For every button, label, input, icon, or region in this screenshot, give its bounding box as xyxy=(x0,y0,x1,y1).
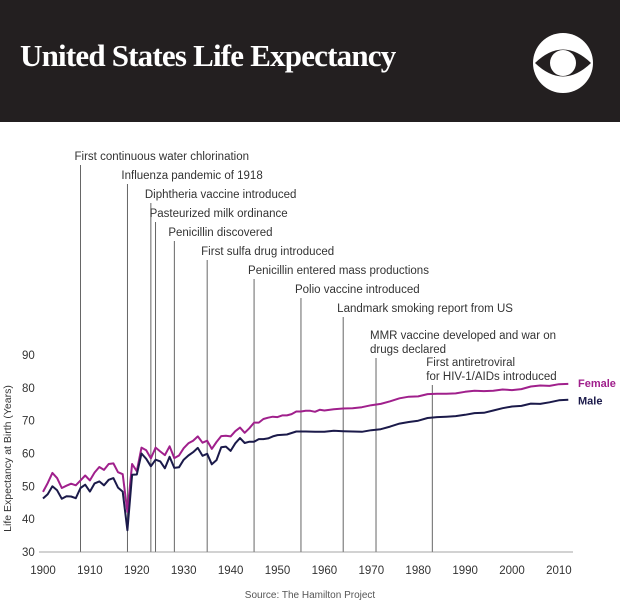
y-tick-label: 40 xyxy=(22,514,35,526)
x-tick-label: 1910 xyxy=(77,565,103,577)
x-tick-label: 1940 xyxy=(218,565,244,577)
annotation-label: MMR vaccine developed and war on xyxy=(370,330,556,342)
page-title: United States Life Expectancy xyxy=(20,38,396,73)
x-tick-label: 1900 xyxy=(30,565,56,577)
annotation-label: for HIV-1/AIDs introduced xyxy=(426,371,556,383)
x-tick-label: 1950 xyxy=(265,565,291,577)
annotation-label: First continuous water chlorination xyxy=(75,151,250,163)
y-tick-label: 80 xyxy=(22,383,35,395)
annotation-label: Pasteurized milk ordinance xyxy=(150,208,288,220)
series-label-female: Female xyxy=(578,378,616,390)
annotation-label: Penicillin entered mass productions xyxy=(248,265,429,277)
x-tick-label: 1990 xyxy=(452,565,478,577)
annotation-label: drugs declared xyxy=(370,344,446,356)
x-tick-label: 1980 xyxy=(405,565,431,577)
y-tick-label: 60 xyxy=(22,449,35,461)
series-line-male xyxy=(42,398,569,532)
y-tick-label: 50 xyxy=(22,481,35,493)
header-banner: United States Life Expectancy xyxy=(0,0,620,122)
y-tick-label: 70 xyxy=(22,416,35,428)
series-line-female xyxy=(42,382,569,513)
y-tick-label: 30 xyxy=(22,547,35,559)
annotation-label: Influenza pandemic of 1918 xyxy=(121,170,262,182)
y-tick-label: 90 xyxy=(22,350,35,362)
y-axis-label: Life Expectancy at Birth (Years) xyxy=(2,385,14,532)
annotation-label: Landmark smoking report from US xyxy=(337,303,513,315)
annotation-label: First sulfa drug introduced xyxy=(201,246,334,258)
x-tick-label: 2010 xyxy=(546,565,572,577)
x-tick-label: 2000 xyxy=(499,565,525,577)
source-note: Source: The Hamilton Project xyxy=(244,590,376,601)
x-tick-label: 1960 xyxy=(312,565,338,577)
x-tick-label: 1920 xyxy=(124,565,150,577)
annotation-label: First antiretroviral xyxy=(426,357,515,369)
series-label-male: Male xyxy=(578,396,602,408)
x-tick-label: 1970 xyxy=(359,565,385,577)
annotation-label: Diphtheria vaccine introduced xyxy=(145,189,297,201)
annotation-label: Penicillin discovered xyxy=(168,227,272,239)
x-tick-label: 1930 xyxy=(171,565,197,577)
life-expectancy-chart: First continuous water chlorination Influ… xyxy=(2,151,616,577)
annotation-label: Polio vaccine introduced xyxy=(295,284,420,296)
cbs-eye-icon xyxy=(533,33,593,93)
